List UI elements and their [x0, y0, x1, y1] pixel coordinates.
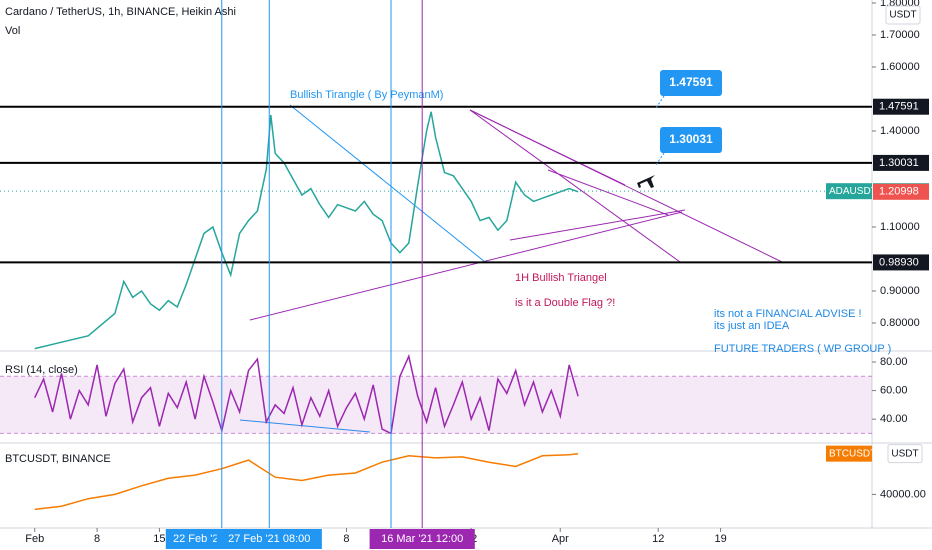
trend-line: [547, 169, 669, 216]
marker-badge: [165, 529, 232, 549]
x-tick-label: Feb: [25, 533, 44, 545]
annotation: 1H Bullish Triangel: [515, 272, 607, 284]
vol-label: Vol: [5, 25, 20, 37]
annotation: is it a Double Flag ?!: [515, 297, 615, 309]
callout-label: 1.30031: [669, 132, 713, 146]
prev-badge: [873, 183, 929, 200]
level-label: 1.47591: [879, 101, 919, 113]
y-tick-label: 40000.00: [880, 488, 926, 500]
annotation: its just an IDEA: [714, 320, 790, 332]
trend-line: [509, 209, 686, 241]
trend-line: [289, 104, 486, 263]
trend-line: [469, 109, 681, 263]
prev-close: 1.20998: [879, 186, 919, 198]
marker-label: 16 Mar '21 12:00: [381, 533, 463, 545]
x-tick-label: 12: [652, 533, 664, 545]
rsi-band: [0, 376, 872, 434]
callout-pointer: [655, 95, 665, 109]
trend-line: [249, 211, 683, 321]
x-tick-label: 15: [153, 533, 165, 545]
annotation: Bullish Tirangle ( By PeymanM): [290, 89, 443, 101]
trend-line: [239, 419, 371, 433]
series-line: [34, 111, 579, 350]
marker-label: 27 Feb '21 08:00: [228, 533, 310, 545]
series-line: [34, 353, 579, 435]
annotation: its not a FINANCIAL ADVISE !: [714, 308, 862, 320]
marker-badge: [216, 529, 322, 549]
series-badge: [826, 183, 872, 200]
x-tick-label: 19: [714, 533, 726, 545]
y-tick-label: 60.00: [880, 384, 908, 396]
x-tick-label: Apr: [552, 533, 569, 545]
x-tick-label: 8: [343, 533, 349, 545]
callout: [660, 127, 722, 153]
marker-label: 22 Feb '21: [173, 533, 225, 545]
y-tick-label: 1.60000: [880, 61, 920, 73]
annotation: FUTURE TRADERS ( WP GROUP ): [714, 343, 891, 355]
level-badge: [873, 98, 929, 115]
level-badge: [873, 254, 929, 271]
level-label: 0.98930: [879, 256, 919, 268]
unit-label: USDT: [889, 10, 916, 21]
series-line: [34, 452, 579, 511]
unit-badge: [885, 5, 921, 25]
callout: [660, 70, 722, 96]
y-tick-label: 1.80000: [880, 0, 920, 9]
chart-title: Cardano / TetherUS, 1h, BINANCE, Heikin …: [5, 6, 236, 18]
callout-pointer: [655, 152, 665, 166]
series-badge: [826, 445, 872, 462]
y-tick-label: 80.00: [880, 356, 908, 368]
y-tick-label: 1.70000: [880, 29, 920, 41]
series-name: BTCUSDT: [829, 448, 876, 459]
trend-lines: [249, 109, 783, 321]
unit-badge: [887, 444, 923, 464]
y-tick-label: 0.90000: [880, 285, 920, 297]
y-tick-label: 40.00: [880, 413, 908, 425]
rsi-title: RSI (14, close): [5, 364, 78, 376]
trend-line: [469, 109, 626, 186]
y-tick-label: 1.40000: [880, 125, 920, 137]
level-label: 1.30031: [879, 157, 919, 169]
btc-title: BTCUSDT, BINANCE: [5, 453, 111, 465]
series-name: ADAUSDT: [829, 186, 877, 197]
unit-label: USDT: [891, 448, 918, 459]
y-tick-label: 1.10000: [880, 221, 920, 233]
x-tick-label: 8: [94, 533, 100, 545]
y-tick-label: 0.80000: [880, 317, 920, 329]
callout-label: 1.47591: [669, 75, 713, 89]
plane-icon: [637, 175, 655, 188]
marker-badge: [369, 529, 475, 549]
level-badge: [873, 154, 929, 171]
